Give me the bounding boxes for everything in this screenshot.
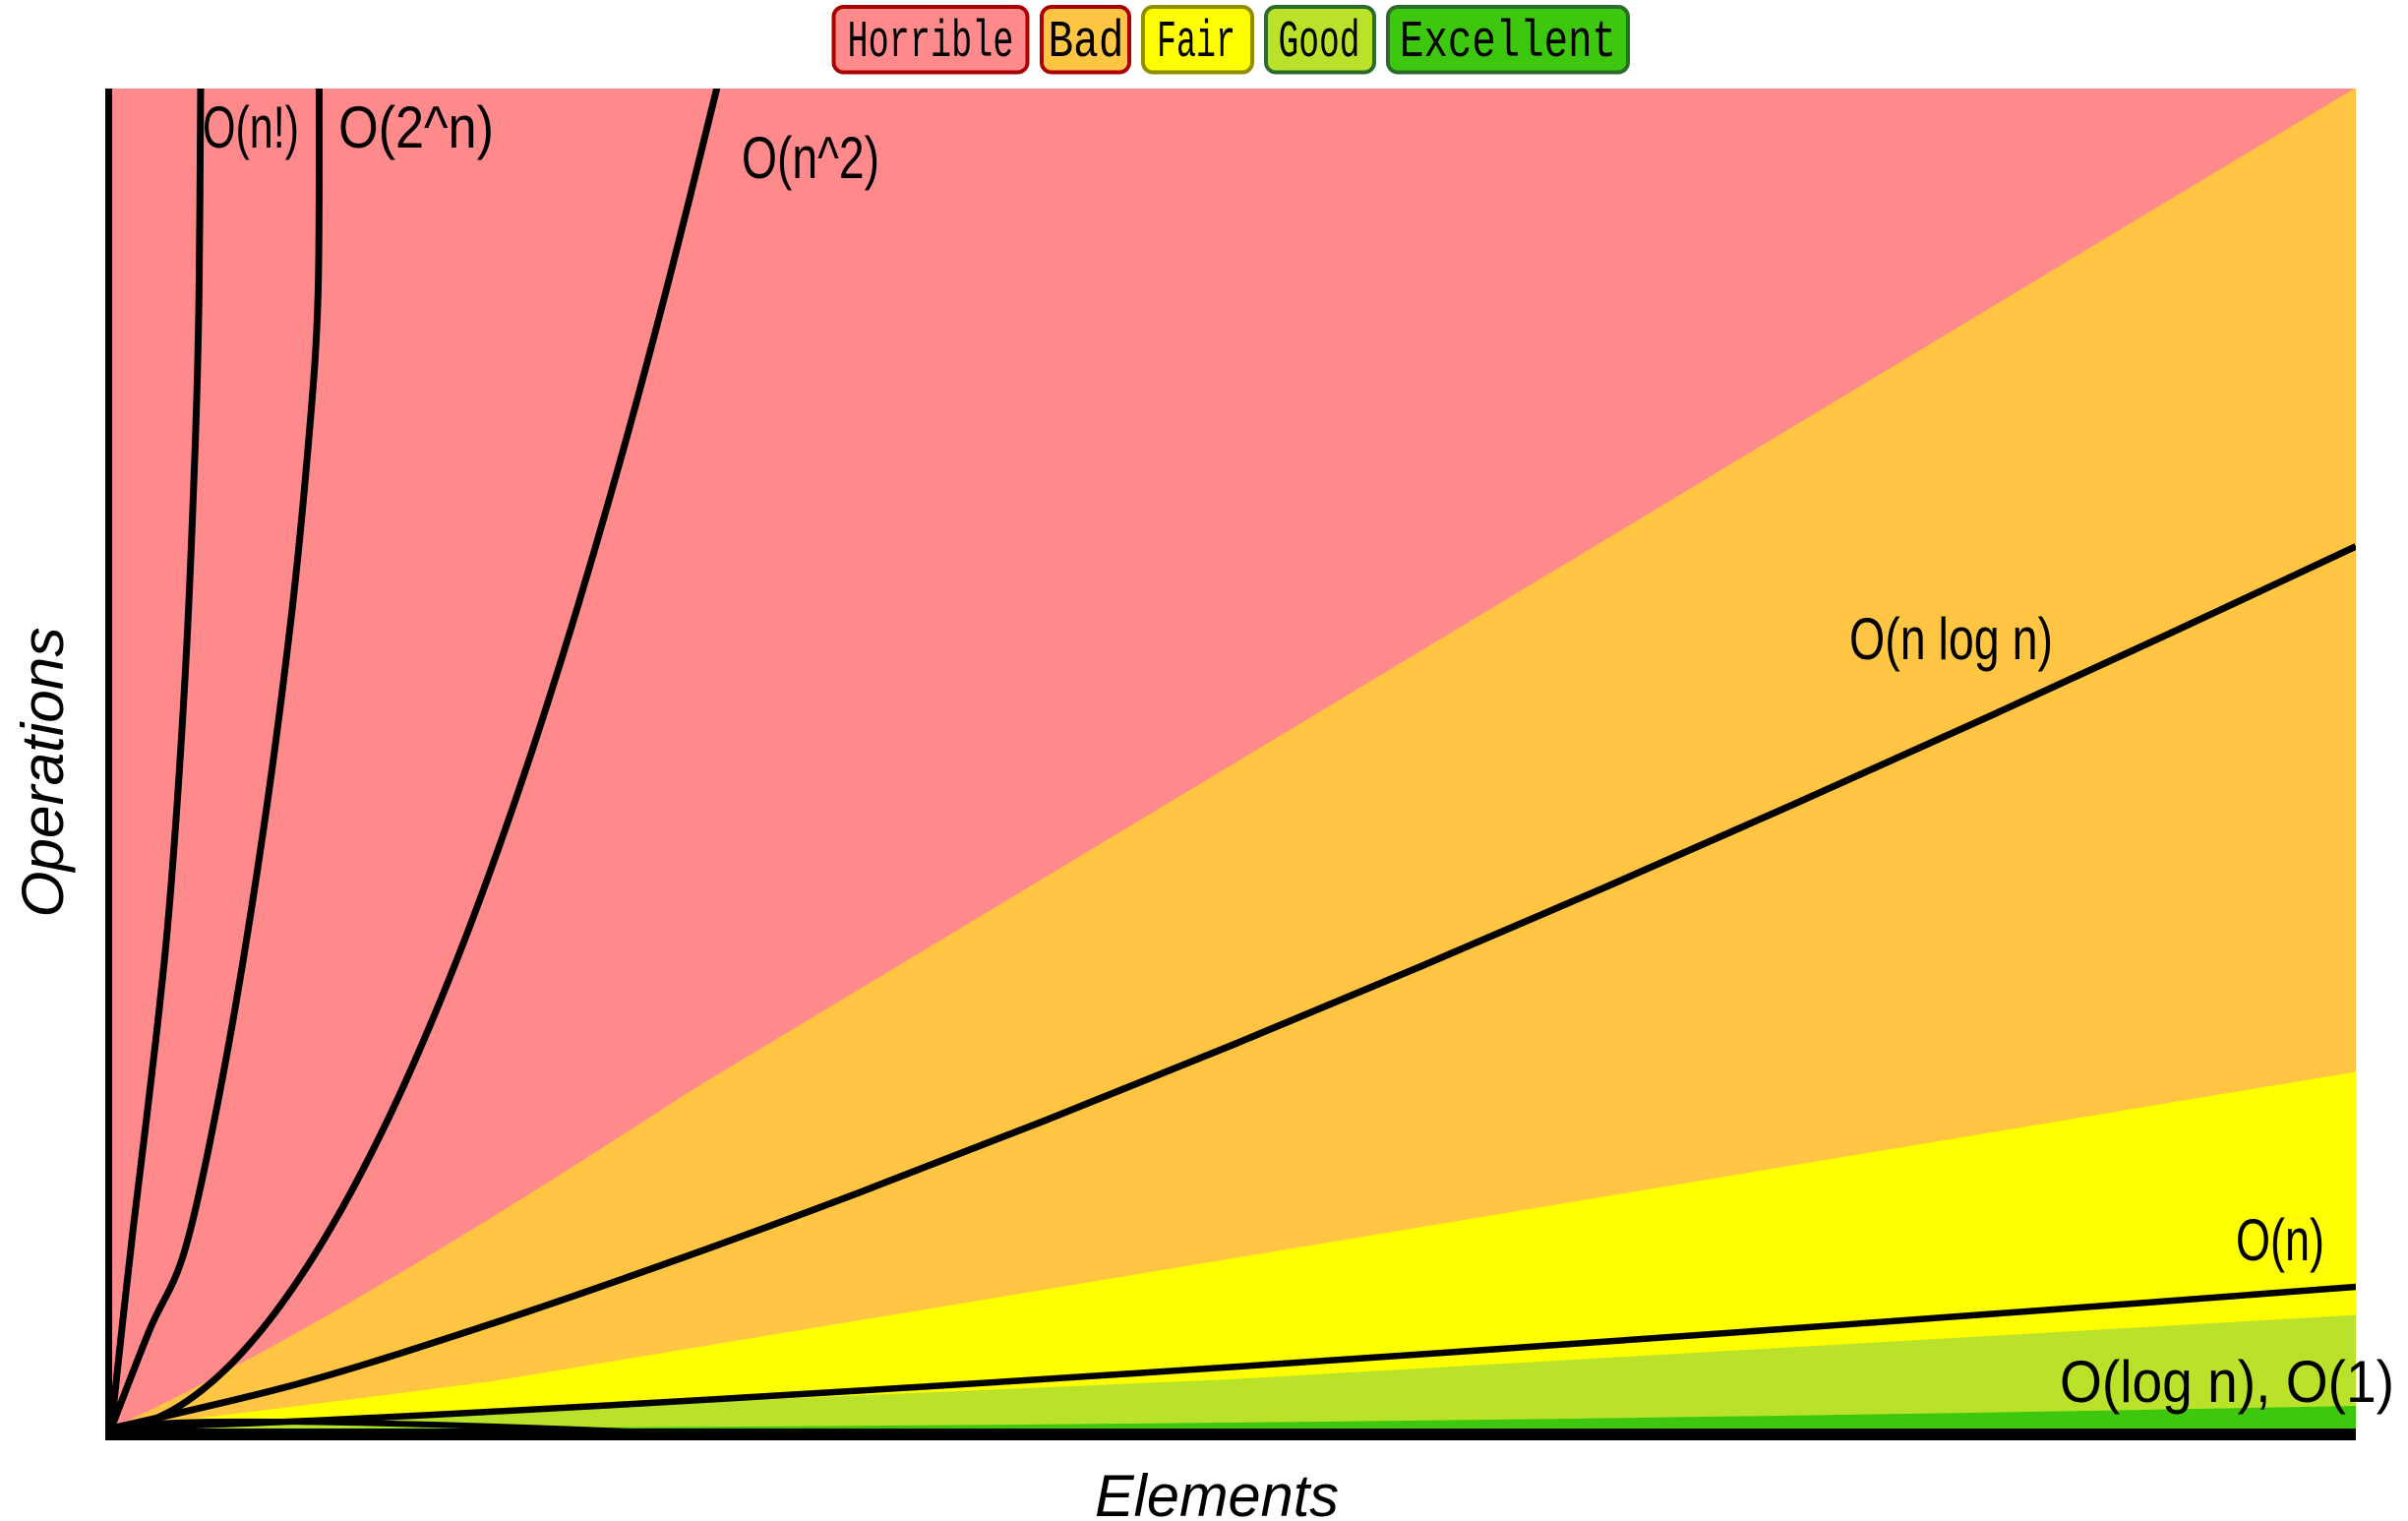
- svg-text:Bad: Bad: [1049, 13, 1124, 72]
- svg-text:O(n log n): O(n log n): [1849, 606, 2053, 672]
- svg-text:Fair: Fair: [1157, 13, 1235, 72]
- svg-text:Horrible: Horrible: [848, 13, 1014, 72]
- svg-text:Excellent: Excellent: [1400, 13, 1616, 72]
- svg-text:O(log n), O(1): O(log n), O(1): [2060, 1349, 2394, 1415]
- svg-text:Operations: Operations: [10, 628, 76, 918]
- svg-text:O(n): O(n): [2236, 1207, 2324, 1273]
- svg-text:Good: Good: [1279, 13, 1360, 72]
- svg-text:O(2^n): O(2^n): [338, 94, 494, 160]
- svg-text:O(n^2): O(n^2): [742, 125, 879, 191]
- svg-text:O(n!): O(n!): [203, 94, 299, 160]
- svg-text:Elements: Elements: [1095, 1463, 1339, 1521]
